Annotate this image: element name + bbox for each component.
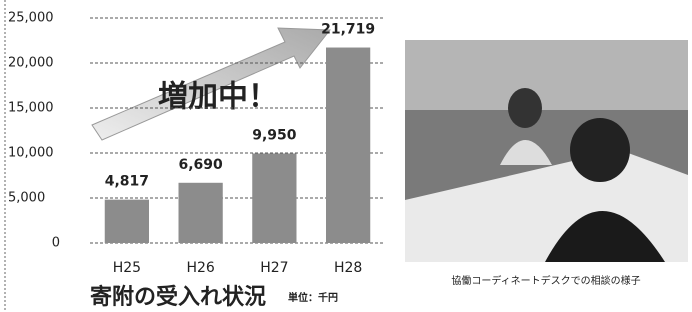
y-tick-label: 25,000 <box>8 11 54 26</box>
value-label: 21,719 <box>321 22 375 38</box>
page: 増加中！ 寄附の受入れ状況 単位：千円 協働コーディネートデスクでの相談の様子 … <box>0 0 692 312</box>
value-label: 9,950 <box>252 127 297 143</box>
chart-title: 寄附の受入れ状況 <box>90 284 266 310</box>
y-tick-label: 0 <box>52 236 60 251</box>
value-label: 4,817 <box>105 174 149 190</box>
y-tick-label: 5,000 <box>8 191 45 206</box>
bar <box>179 183 223 243</box>
value-label: 6,690 <box>178 157 223 173</box>
photo-caption: 協働コーディネートデスクでの相談の様子 <box>451 274 640 287</box>
bar <box>105 200 149 243</box>
y-tick-label: 15,000 <box>8 101 54 116</box>
x-tick-label: H26 <box>186 260 214 276</box>
x-tick-label: H28 <box>334 260 362 276</box>
photo <box>405 40 688 262</box>
x-tick-label: H27 <box>260 260 288 276</box>
unit-note: 単位：千円 <box>288 291 338 304</box>
bar <box>326 48 370 243</box>
x-tick-label: H25 <box>113 260 141 276</box>
y-tick-label: 10,000 <box>8 146 54 161</box>
y-tick-label: 20,000 <box>8 56 54 71</box>
annotation: 増加中！ <box>158 80 278 115</box>
bar <box>252 153 296 243</box>
